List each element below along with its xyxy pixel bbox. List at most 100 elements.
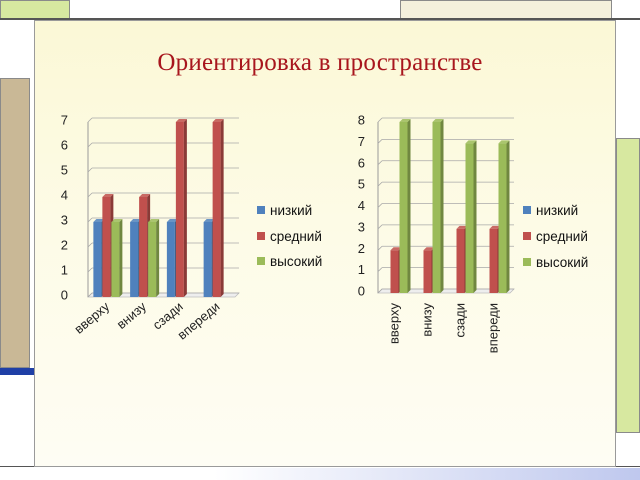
bar	[203, 222, 212, 297]
y-tick-label: 1	[61, 263, 68, 278]
bar-top	[102, 194, 114, 197]
y-tick-label: 5	[358, 177, 365, 192]
x-category-label: внизу	[114, 298, 150, 331]
bar	[175, 122, 184, 297]
legend-swatch	[257, 206, 265, 214]
bar-top	[148, 219, 160, 222]
bar-top	[423, 247, 435, 251]
gridline-depth	[87, 117, 93, 123]
bar	[456, 228, 465, 293]
bar	[498, 143, 507, 293]
bar-side	[183, 119, 187, 297]
gridline-depth	[87, 242, 93, 248]
gridline-depth	[87, 267, 93, 273]
y-tick-label: 3	[358, 219, 365, 234]
bar-top	[111, 219, 123, 222]
legend-label: низкий	[270, 203, 312, 218]
x-category-label: сзади	[453, 303, 468, 338]
gridline-depth	[377, 267, 383, 272]
bar	[489, 228, 498, 293]
bar	[399, 122, 408, 293]
bar-top	[390, 247, 402, 251]
gridline-depth	[377, 160, 383, 166]
slide-title: Ориентировка в пространстве	[157, 49, 483, 76]
y-tick-label: 4	[61, 188, 68, 203]
bar	[432, 122, 441, 293]
legend-label: низкий	[536, 203, 578, 218]
y-tick-label: 2	[358, 241, 365, 256]
bar	[130, 222, 139, 297]
bar-side	[440, 119, 444, 293]
frame-line-top	[0, 18, 640, 20]
bar-side	[156, 219, 160, 297]
gridline-depth	[87, 142, 93, 148]
x-category-label: вверху	[71, 298, 112, 336]
bar	[166, 222, 175, 297]
legend-swatch	[523, 258, 531, 266]
frame-blue-accent-left	[0, 368, 34, 375]
gridline-depth	[377, 203, 383, 208]
bar-top	[456, 225, 468, 229]
y-tick-label: 7	[61, 113, 68, 128]
y-tick-label: 3	[61, 213, 68, 228]
bar	[212, 122, 221, 297]
gridline-depth	[377, 245, 383, 251]
gridline-depth	[377, 181, 383, 187]
y-tick-label: 5	[61, 163, 68, 178]
bar-side	[119, 219, 123, 297]
bar-top	[203, 219, 215, 222]
legend-swatch	[523, 206, 531, 214]
legend-swatch	[257, 232, 265, 240]
y-tick-label: 7	[358, 134, 365, 149]
bar	[148, 222, 157, 297]
gridline-depth	[87, 167, 93, 173]
legend-label: высокий	[536, 255, 588, 270]
bar-side	[506, 140, 510, 293]
frame-bottom-gradient	[214, 468, 640, 480]
bar	[111, 222, 120, 297]
frame-green-strip-right	[616, 138, 640, 433]
bar	[390, 250, 399, 293]
bar-top	[498, 140, 510, 144]
bar-top	[130, 219, 142, 222]
bar-side	[473, 140, 477, 293]
legend-label: средний	[270, 229, 322, 244]
frame-tan-strip-left	[0, 78, 30, 368]
legend-label: средний	[536, 229, 588, 244]
bar-top	[175, 119, 187, 122]
bar-side	[407, 119, 411, 293]
gridline-depth	[377, 139, 383, 144]
y-tick-label: 8	[358, 113, 365, 128]
gridline-depth	[377, 224, 383, 230]
bar	[465, 143, 474, 293]
bar-top	[465, 140, 477, 144]
bar	[102, 197, 111, 297]
x-category-label: внизу	[420, 303, 435, 337]
gridline-depth	[87, 217, 93, 223]
bar	[93, 222, 102, 297]
y-tick-label: 6	[61, 138, 68, 153]
bar-side	[220, 119, 224, 297]
y-tick-label: 4	[358, 198, 365, 213]
legend-swatch	[523, 232, 531, 240]
x-category-label: впереди	[486, 303, 501, 353]
bar-top	[139, 194, 151, 197]
legend-label: высокий	[270, 254, 322, 269]
gridline-depth	[377, 117, 383, 123]
y-tick-label: 0	[358, 284, 365, 299]
bar-top	[399, 119, 411, 122]
bar	[423, 250, 432, 293]
bar-top	[166, 219, 178, 222]
bar-top	[93, 219, 105, 222]
y-tick-label: 6	[358, 155, 365, 170]
bar-top	[489, 225, 501, 229]
gridline-depth	[87, 292, 93, 298]
legend-swatch	[257, 257, 265, 265]
gridline-depth	[87, 192, 93, 198]
bar-top	[432, 119, 444, 122]
gridline-depth	[377, 288, 383, 294]
y-tick-label: 0	[61, 288, 68, 303]
y-tick-label: 1	[358, 262, 365, 277]
bar	[139, 197, 148, 297]
